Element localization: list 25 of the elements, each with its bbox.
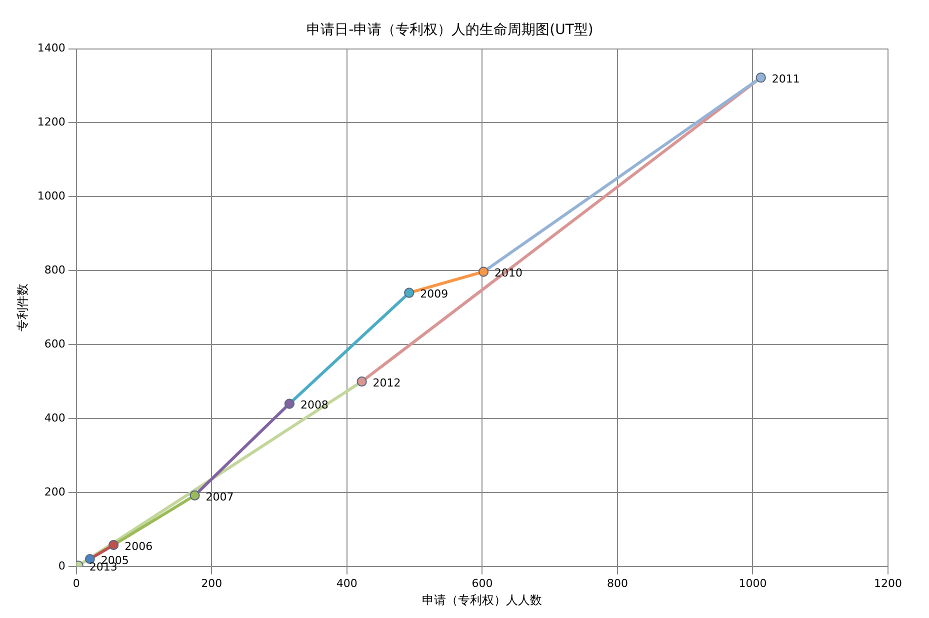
x-tick-label: 800	[606, 576, 628, 590]
y-tick-label: 1200	[37, 116, 66, 129]
y-tick-label: 0	[58, 559, 66, 572]
y-tick-label: 1000	[37, 190, 66, 203]
y-tick-label: 600	[44, 337, 66, 350]
annotation: 2010	[494, 266, 523, 280]
annotation: 2008	[300, 398, 328, 412]
y-tick-label: 200	[44, 485, 66, 498]
x-tick-label: 0	[72, 576, 80, 590]
x-tick-label: 1000	[738, 576, 767, 590]
annotation: 2009	[420, 288, 448, 301]
annotation: 2011	[772, 72, 800, 86]
x-tick-label: 400	[336, 576, 358, 590]
annotation: 2006	[124, 540, 153, 553]
x-axis-title: 申请（专利权）人人数	[422, 592, 542, 607]
annotation: 2012	[372, 376, 401, 390]
y-tick-label: 800	[44, 263, 66, 276]
x-tick-label: 200	[201, 576, 222, 590]
chart-title: 申请日-申请（专利权）人的生命周期图(UT型)	[306, 22, 594, 38]
y-axis-title: 专利件数	[15, 284, 30, 332]
y-tick-label: 1400	[37, 42, 66, 55]
y-tick-label: 400	[44, 411, 66, 424]
annotation: 2007	[206, 490, 234, 504]
x-tick-label: 1200	[874, 576, 902, 590]
x-tick-label: 600	[472, 576, 493, 590]
